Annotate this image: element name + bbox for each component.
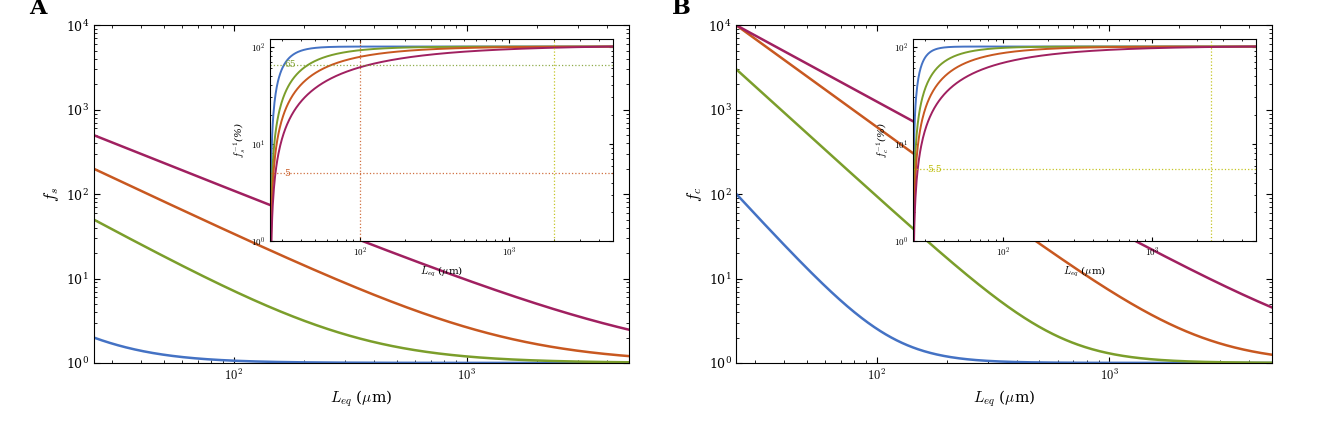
Text: A: A bbox=[29, 0, 47, 19]
X-axis label: $L_{eq}$ ($\mu$m): $L_{eq}$ ($\mu$m) bbox=[331, 388, 392, 409]
Y-axis label: $f_c$: $f_c$ bbox=[686, 187, 704, 202]
Y-axis label: $f_s$: $f_s$ bbox=[43, 187, 62, 202]
X-axis label: $L_{eq}$ ($\mu$m): $L_{eq}$ ($\mu$m) bbox=[973, 388, 1035, 409]
Text: B: B bbox=[672, 0, 691, 19]
